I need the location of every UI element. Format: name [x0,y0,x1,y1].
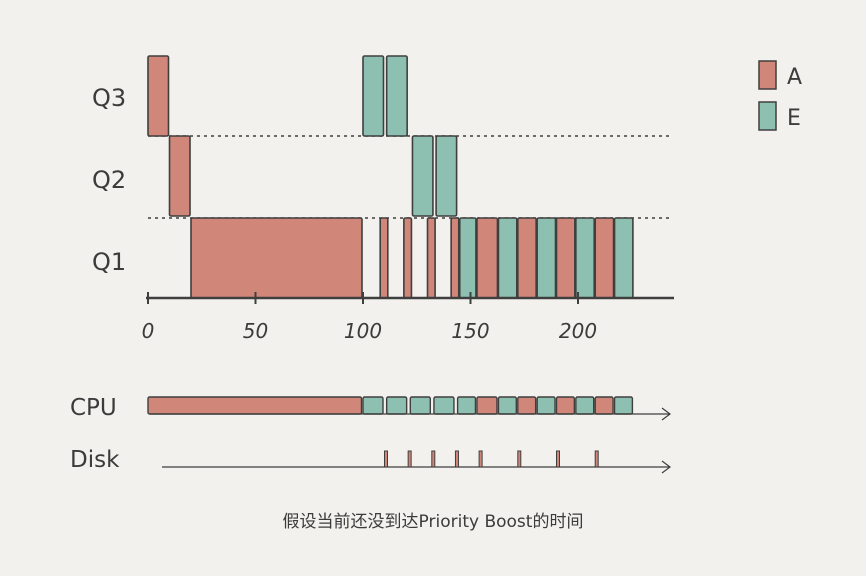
legend-swatch-e [758,101,777,131]
queue-block-q1-a [516,217,537,299]
queue-block-q2-e [435,135,458,217]
x-tick-label: 100 [344,319,382,343]
disk-io-mark [384,450,388,468]
legend-label-a: A [787,65,802,90]
queue-block-q1-e [458,217,477,299]
cpu-block-e [456,396,477,415]
queue-block-q1-a [403,217,413,299]
queue-block-q1-e [613,217,634,299]
queue-block-q1-a [476,217,499,299]
queue-block-q1-a [594,217,615,299]
queue-block-q3-a [147,55,170,137]
cpu-block-a [147,396,363,415]
cpu-block-a [517,396,537,415]
x-tick-label: 50 [243,319,268,343]
queue-block-q1-a [450,217,460,299]
disk-timeline-arrow [661,460,671,474]
disk-io-mark [454,450,459,468]
cpu-timeline-arrow [661,407,671,421]
queue-block-q2-e [411,135,434,217]
cpu-block-e [575,396,595,415]
caption: 假设当前还没到达Priority Boost的时间 [283,512,584,532]
queue-block-q3-e [362,55,385,137]
disk-events [384,450,599,468]
x-tick-label: 150 [451,319,489,343]
cpu-block-a [594,396,614,415]
cpu-block-e [433,396,455,415]
x-tick-label: 200 [559,319,597,343]
queue-blocks [147,55,634,299]
queue-label-q3: Q3 [92,84,126,112]
cpu-block-a [476,396,498,415]
cpu-row-label: CPU [70,395,117,421]
cpu-block-a [555,396,576,415]
queue-block-q1-e [536,217,557,299]
queue-block-q3-e [385,55,408,137]
queue-block-q1-a [555,217,576,299]
cpu-blocks [147,396,634,415]
x-axis-ticks: 0 50 100 150 200 [142,292,597,343]
disk-row-label: Disk [70,447,120,473]
disk-io-mark [431,450,436,468]
disk-io-mark [517,450,522,468]
queue-block-q1-e [497,217,518,299]
cpu-block-e [385,396,408,415]
x-tick-label: 0 [142,319,155,343]
disk-io-mark [594,450,599,468]
disk-io-mark [407,450,412,468]
queue-block-q1-a [190,217,363,299]
queue-block-q2-a [168,135,191,217]
cpu-block-e [409,396,431,415]
queue-block-q1-a [426,217,436,299]
legend-swatch-a [758,60,777,90]
queue-block-q1-e [575,217,595,299]
legend-label-e: E [787,106,801,131]
queue-label-q2: Q2 [92,166,126,194]
disk-io-mark [478,450,483,468]
cpu-block-e [536,396,556,415]
cpu-block-e [497,396,518,415]
queue-block-q1-a [379,217,389,299]
queue-label-q1: Q1 [92,248,126,276]
cpu-block-e [362,396,384,415]
disk-io-mark [556,450,560,468]
cpu-block-e [613,396,634,415]
